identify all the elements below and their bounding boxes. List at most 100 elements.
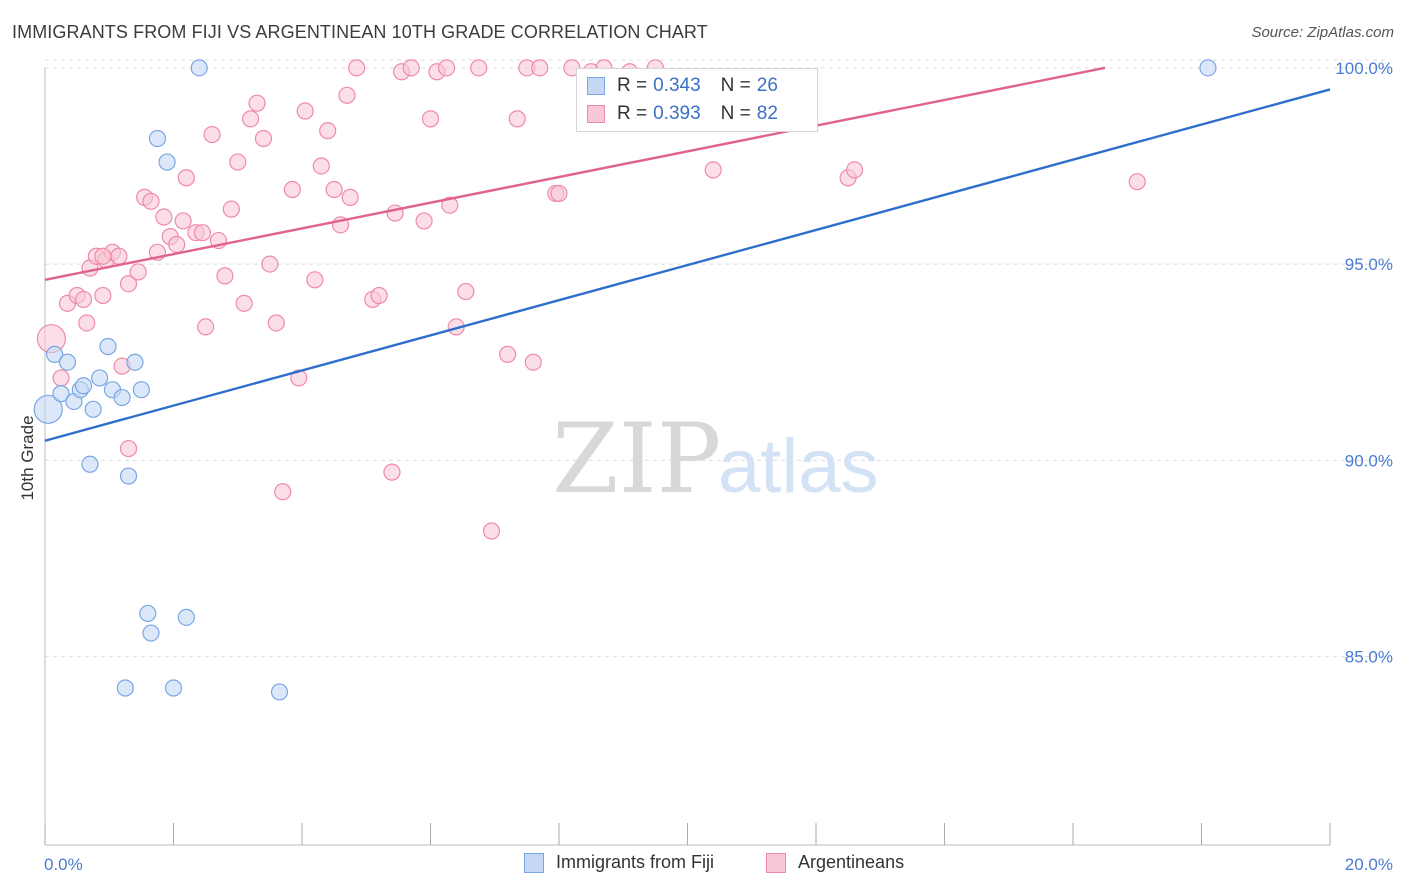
- fiji-point: [148, 129, 167, 148]
- arg-point: [78, 314, 96, 332]
- fiji-r-label: R =: [617, 75, 648, 96]
- fiji-point: [116, 679, 134, 697]
- arg-point: [290, 369, 308, 387]
- y-axis-label: 10th Grade: [18, 415, 37, 500]
- arg-point: [319, 122, 337, 140]
- fiji-point: [52, 385, 70, 403]
- fiji-point: [84, 400, 102, 418]
- arg-swatch: [587, 105, 605, 123]
- arg-point: [563, 59, 581, 77]
- chart-title: IMMIGRANTS FROM FIJI VS ARGENTINEAN 10TH…: [12, 22, 708, 42]
- fiji-n-value: 26: [756, 75, 778, 96]
- arg-point: [193, 224, 212, 242]
- arg-point: [421, 110, 440, 128]
- legend-item-arg[interactable]: Argentineans: [766, 852, 904, 873]
- arg-point: [296, 102, 314, 120]
- arg-point: [482, 522, 501, 540]
- fiji-point: [81, 455, 99, 473]
- fiji-point: [74, 377, 93, 395]
- arg-n-value: 82: [756, 103, 778, 124]
- fiji-point: [126, 353, 144, 371]
- fiji-point: [91, 369, 109, 387]
- fiji-point: [132, 381, 150, 399]
- source-note: Source: ZipAtlas.com: [1251, 24, 1394, 41]
- y-tick-label: 85.0%: [1345, 648, 1393, 667]
- arg-point: [142, 192, 160, 210]
- arg-legend-swatch: [766, 852, 786, 873]
- fiji-point: [139, 604, 157, 623]
- y-tick-label: 100.0%: [1335, 59, 1393, 78]
- fiji-point: [190, 59, 208, 77]
- fiji-point: [99, 337, 117, 356]
- arg-r-label: R =: [617, 103, 648, 124]
- arg-point: [174, 212, 192, 230]
- fiji-r-value: 0.343: [653, 75, 701, 96]
- watermark-zip: ZIP: [552, 403, 721, 515]
- x-tick-label-max: 20.0%: [1345, 855, 1393, 874]
- arg-point: [119, 275, 138, 293]
- arg-point: [229, 153, 247, 171]
- arg-point: [1128, 173, 1146, 191]
- fiji-legend-label: Immigrants from Fiji: [556, 852, 715, 872]
- y-tick-label: 90.0%: [1345, 451, 1393, 470]
- fiji-point: [158, 153, 176, 171]
- arg-point: [119, 439, 138, 458]
- arg-point: [306, 271, 324, 289]
- arg-point: [370, 286, 388, 305]
- arg-point: [261, 255, 279, 273]
- arg-point: [248, 94, 266, 112]
- arg-point: [203, 125, 221, 144]
- data-points: [33, 59, 1217, 701]
- arg-point: [437, 59, 456, 77]
- legend-row-fiji: R = 0.343 N = 26: [587, 73, 778, 99]
- arg-point: [177, 169, 195, 187]
- fiji-point: [58, 353, 77, 371]
- legend-item-fiji[interactable]: Immigrants from Fiji: [524, 852, 714, 873]
- arg-point: [197, 318, 215, 336]
- gridlines: [45, 59, 1390, 658]
- arg-point: [499, 345, 517, 363]
- arg-point: [129, 263, 147, 281]
- fiji-trend-line: [44, 88, 1331, 442]
- arg-point: [441, 196, 459, 214]
- arg-point: [94, 286, 112, 305]
- arg-trend-line: [44, 66, 1106, 281]
- arg-point: [402, 59, 420, 77]
- arg-point: [531, 59, 549, 77]
- legend-row-arg: R = 0.393 N = 82: [587, 101, 778, 127]
- fiji-point: [113, 388, 131, 407]
- arg-point: [325, 180, 343, 199]
- fiji-point: [177, 608, 195, 626]
- arg-point: [704, 161, 722, 179]
- fiji-point: [270, 683, 289, 701]
- arg-point: [242, 110, 260, 128]
- arg-point: [283, 180, 301, 199]
- arg-point: [312, 157, 330, 175]
- arg-point: [338, 86, 356, 104]
- trend-lines: [44, 66, 1331, 442]
- arg-point: [524, 353, 542, 371]
- arg-point: [155, 208, 173, 226]
- arg-point: [52, 369, 70, 387]
- arg-point: [550, 184, 568, 203]
- y-tick-label: 95.0%: [1345, 255, 1393, 274]
- fiji-point: [164, 679, 183, 697]
- fiji-legend-swatch: [524, 852, 544, 873]
- arg-point: [235, 294, 253, 312]
- arg-r-value: 0.393: [653, 103, 701, 124]
- watermark-atlas: atlas: [718, 424, 879, 509]
- arg-point: [216, 267, 234, 285]
- series-legend: Immigrants from Fiji Argentineans: [0, 852, 1406, 878]
- arg-point: [341, 188, 359, 206]
- arg-point: [94, 247, 112, 265]
- x-tick-label-min: 0.0%: [44, 855, 83, 874]
- arg-point: [415, 212, 433, 230]
- arg-point: [383, 463, 401, 481]
- arg-point: [267, 314, 285, 332]
- arg-point: [274, 483, 292, 501]
- fiji-point: [142, 624, 160, 642]
- fiji-n-label: N =: [720, 75, 751, 96]
- fiji-point: [119, 467, 138, 485]
- fiji-swatch: [587, 77, 605, 95]
